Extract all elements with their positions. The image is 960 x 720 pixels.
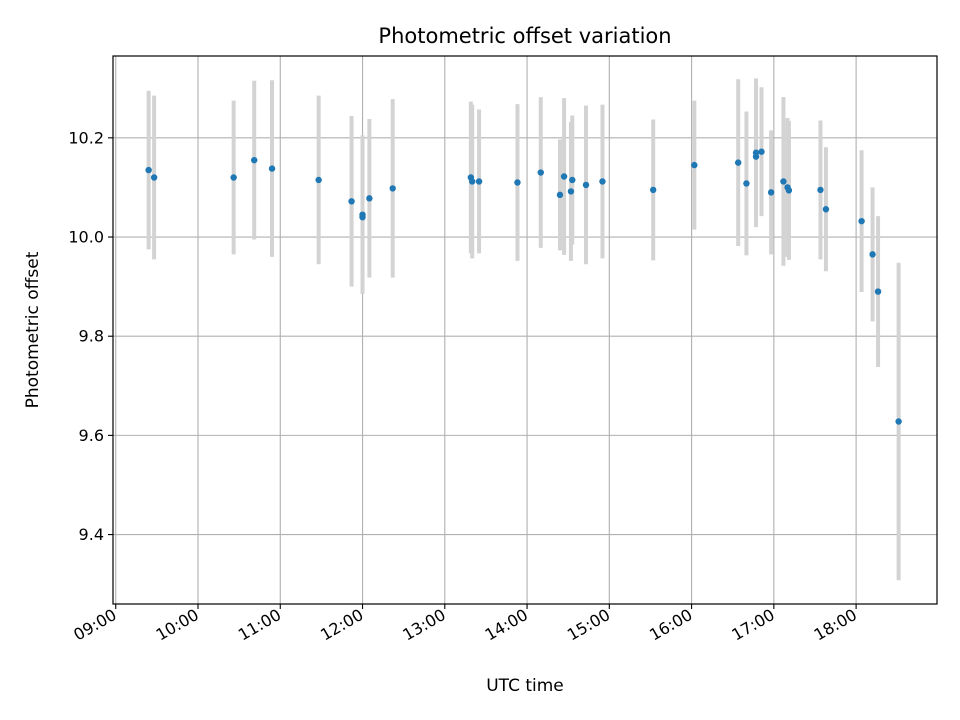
data-point: [822, 206, 830, 213]
data-point: [366, 195, 373, 202]
y-tick-label: 10.0: [68, 228, 104, 247]
data-point: [817, 186, 824, 194]
data-point: [359, 213, 366, 221]
data-point: [145, 166, 152, 174]
data-point: [734, 159, 742, 166]
plot-frame: [112, 55, 938, 605]
data-point: [858, 217, 865, 225]
data-point: [150, 174, 158, 181]
data-point: [599, 178, 606, 185]
data-point: [582, 181, 590, 189]
data-point: [895, 418, 902, 425]
data-point: [230, 174, 237, 181]
data-point: [874, 288, 882, 295]
y-tick-label: 9.4: [79, 525, 104, 544]
data-point: [767, 189, 775, 196]
data-point: [869, 251, 876, 258]
y-axis-ticks: 9.4 9.6 9.8 10.0 10.2: [68, 128, 113, 544]
data-point: [389, 185, 396, 192]
data-point: [251, 156, 258, 164]
data-point: [475, 178, 483, 185]
y-tick-label: 10.2: [68, 128, 104, 147]
data-point: [758, 148, 765, 155]
data-point: [469, 178, 476, 185]
y-axis-title: Photometric offset: [23, 251, 43, 408]
data-point: [537, 169, 544, 176]
y-tick-label: 9.8: [79, 327, 104, 346]
y-tick-label: 9.6: [79, 426, 104, 445]
data-point: [514, 179, 521, 186]
x-axis-title: UTC time: [486, 676, 564, 696]
data-point: [268, 165, 276, 172]
data-point: [560, 173, 568, 180]
grid: [113, 56, 937, 604]
data-point: [556, 191, 564, 199]
data-points: [145, 148, 902, 425]
data-point: [348, 198, 355, 205]
data-point: [315, 176, 322, 184]
data-point: [785, 187, 793, 194]
data-point: [743, 180, 750, 187]
data-point: [649, 186, 657, 194]
chart-title: Photometric offset variation: [378, 24, 671, 48]
data-point: [780, 178, 787, 185]
data-point: [691, 161, 698, 169]
data-point: [752, 153, 760, 160]
data-point: [567, 188, 575, 195]
data-point: [569, 176, 576, 184]
